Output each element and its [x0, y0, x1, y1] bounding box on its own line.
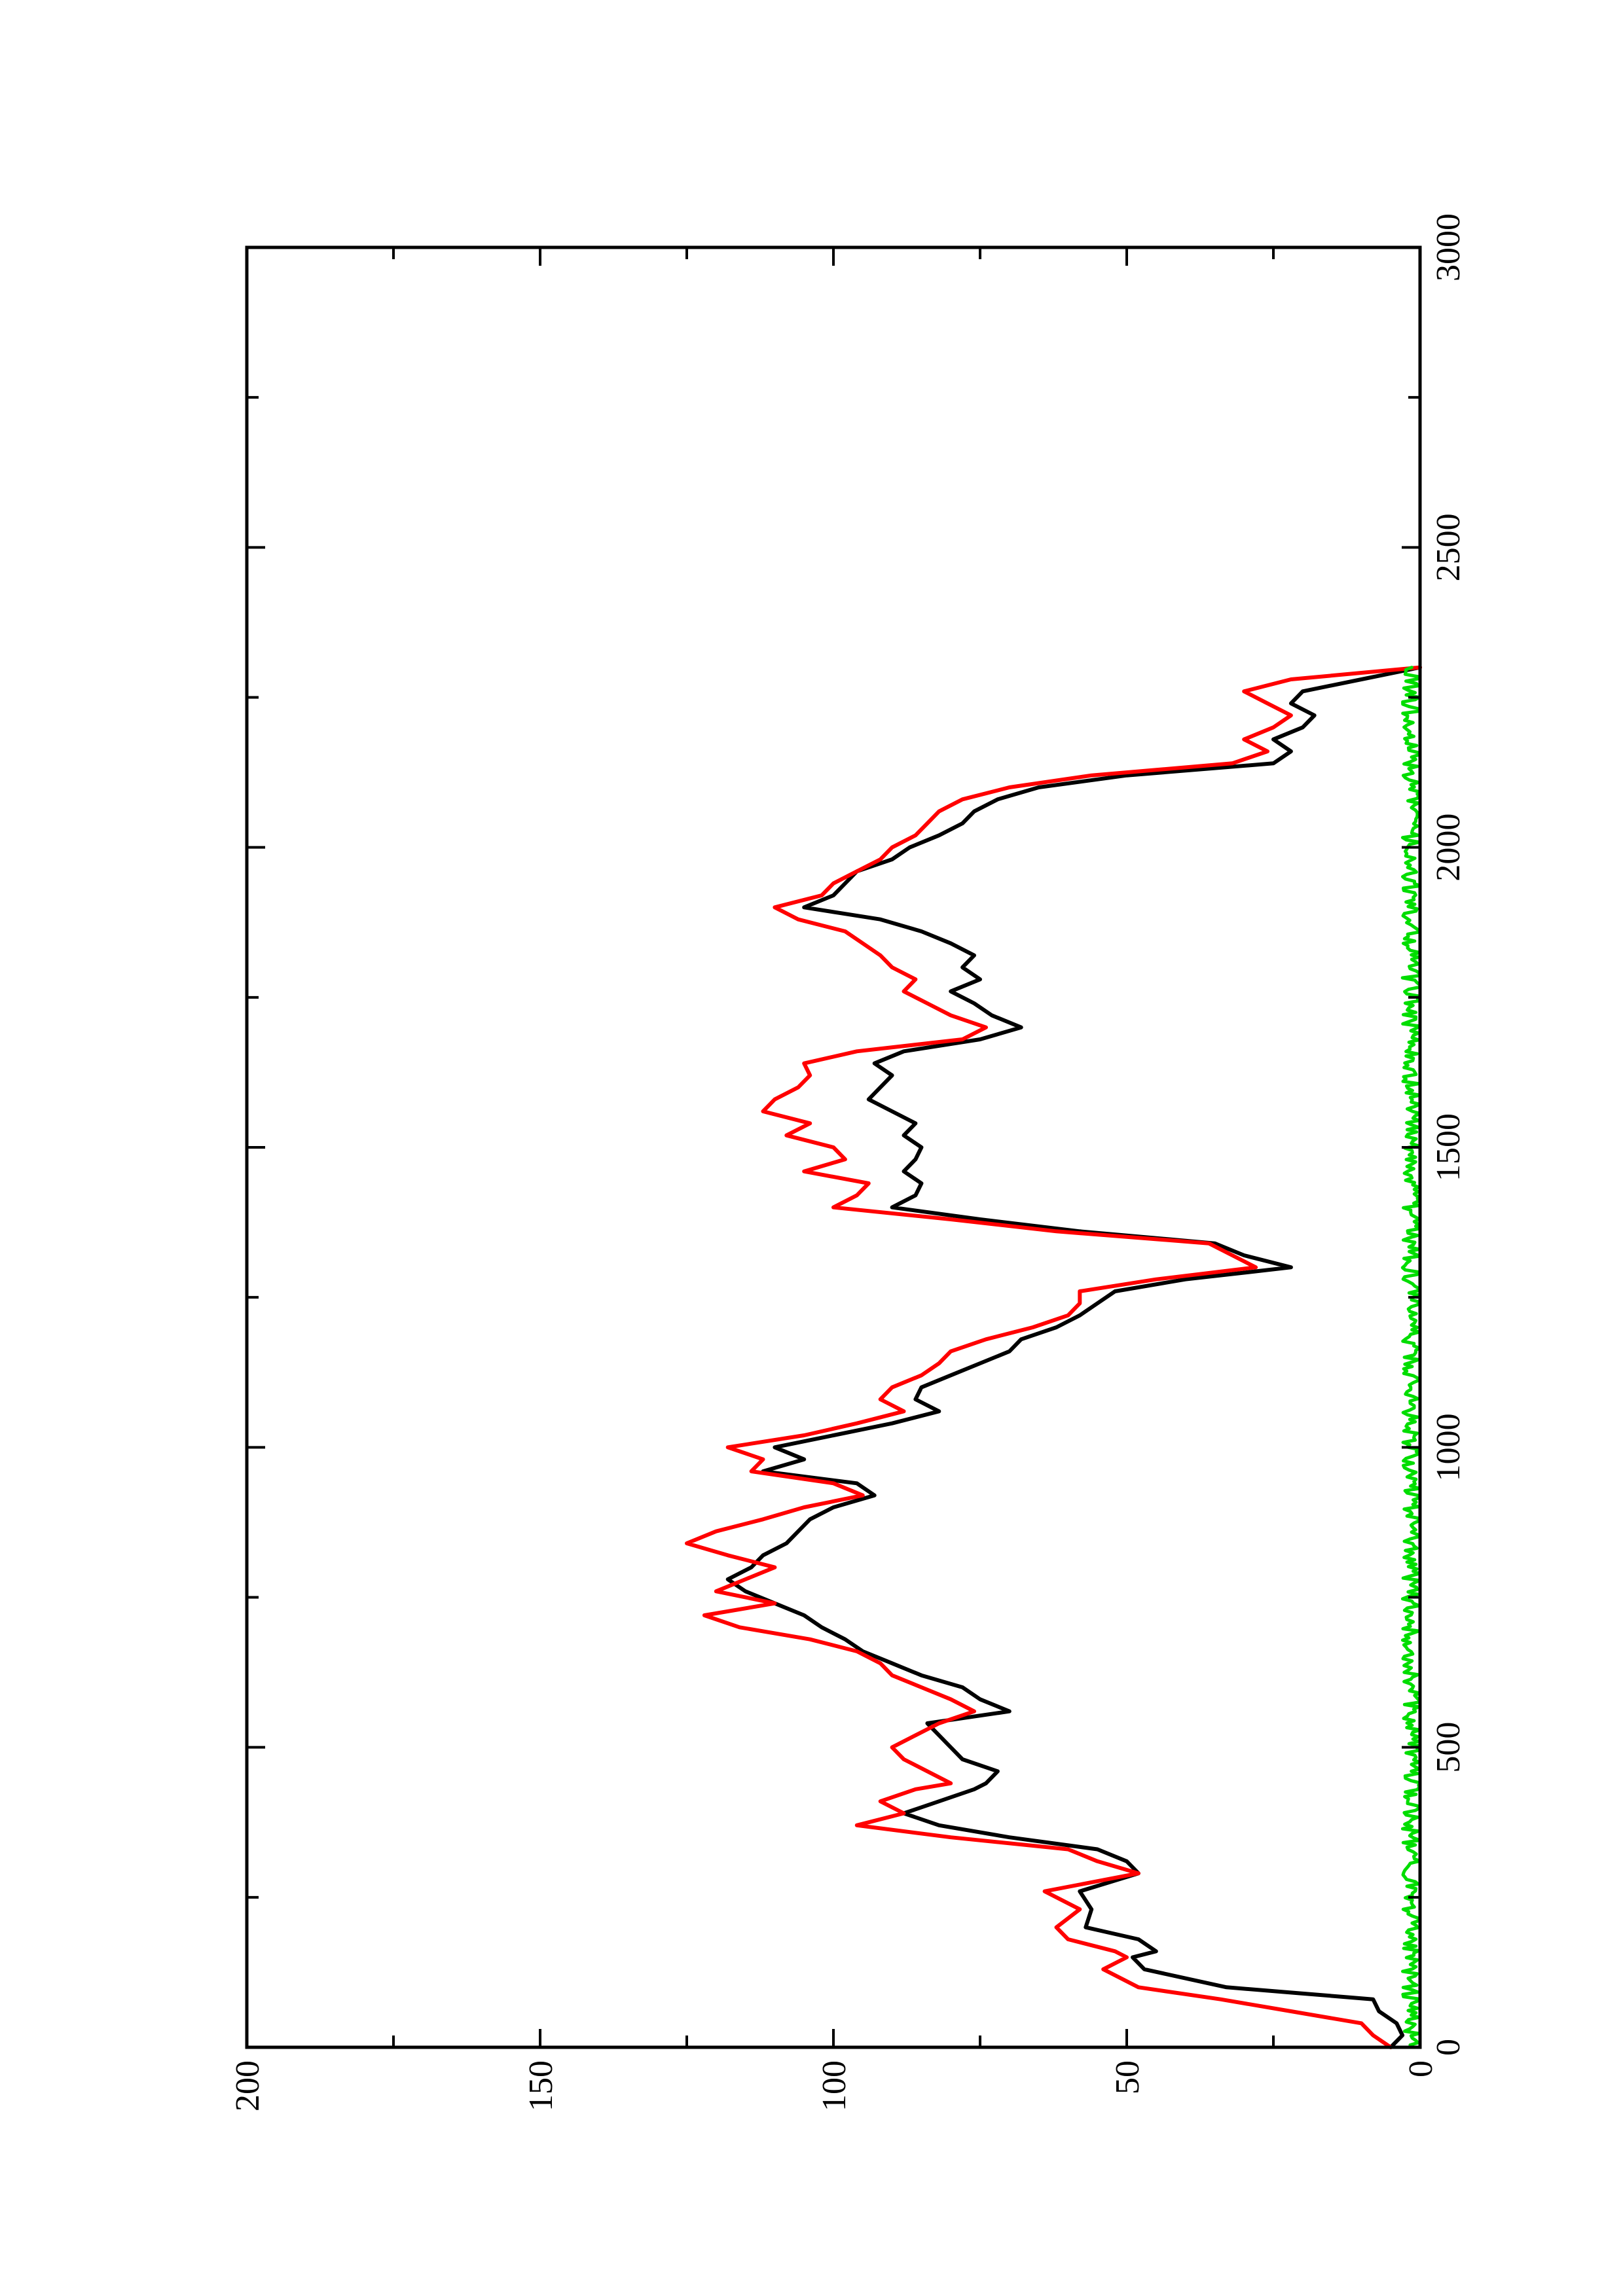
y-tick-label: 0 — [1402, 2060, 1440, 2077]
x-tick-label: 1000 — [1430, 1413, 1467, 1481]
x-tick-label: 2500 — [1430, 513, 1467, 581]
y-tick-label: 150 — [522, 2060, 560, 2111]
y-tick-label: 50 — [1109, 2060, 1146, 2094]
series-line-3 — [1400, 666, 1422, 2049]
x-tick-label: 0 — [1430, 2039, 1467, 2056]
x-tick-label: 2000 — [1430, 814, 1467, 882]
series-line-2 — [685, 665, 1422, 2049]
series-layer — [685, 665, 1422, 2049]
y-tick-label: 200 — [229, 2060, 266, 2111]
x-tick-label: 500 — [1430, 1722, 1467, 1773]
y-tick-label: 100 — [816, 2060, 853, 2111]
x-tick-label: 1500 — [1430, 1113, 1467, 1181]
series-line-1 — [725, 665, 1422, 2049]
x-tick-label: 3000 — [1430, 213, 1467, 281]
ticks-layer — [246, 246, 1421, 2049]
tick-labels: 0 500 1000 1500 2000 2500 3000 0 50 100 150 200 — [229, 213, 1467, 2111]
